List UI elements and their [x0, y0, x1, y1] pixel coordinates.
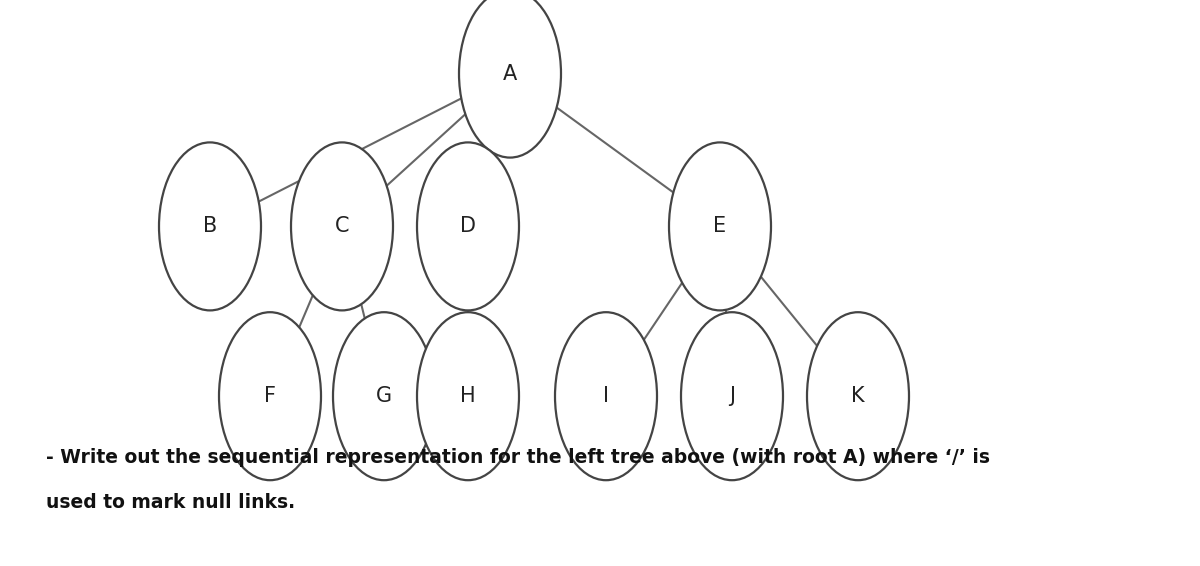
Text: J: J	[730, 386, 734, 406]
Text: - Write out the sequential representation for the left tree above (with root A) : - Write out the sequential representatio…	[46, 448, 990, 467]
Text: G: G	[376, 386, 392, 406]
Text: used to mark null links.: used to mark null links.	[46, 493, 295, 512]
Text: K: K	[851, 386, 865, 406]
Ellipse shape	[290, 143, 392, 310]
Ellipse shape	[334, 312, 436, 480]
Ellipse shape	[220, 312, 322, 480]
Text: H: H	[460, 386, 476, 406]
Text: F: F	[264, 386, 276, 406]
Ellipse shape	[418, 312, 520, 480]
Ellipse shape	[458, 0, 562, 157]
Text: A: A	[503, 63, 517, 84]
Ellipse shape	[554, 312, 658, 480]
Ellipse shape	[418, 143, 520, 310]
Text: D: D	[460, 216, 476, 237]
Ellipse shape	[158, 143, 262, 310]
Text: B: B	[203, 216, 217, 237]
Ellipse shape	[808, 312, 910, 480]
Text: E: E	[714, 216, 726, 237]
Text: C: C	[335, 216, 349, 237]
Ellipse shape	[682, 312, 784, 480]
Ellipse shape	[670, 143, 772, 310]
Text: I: I	[604, 386, 610, 406]
